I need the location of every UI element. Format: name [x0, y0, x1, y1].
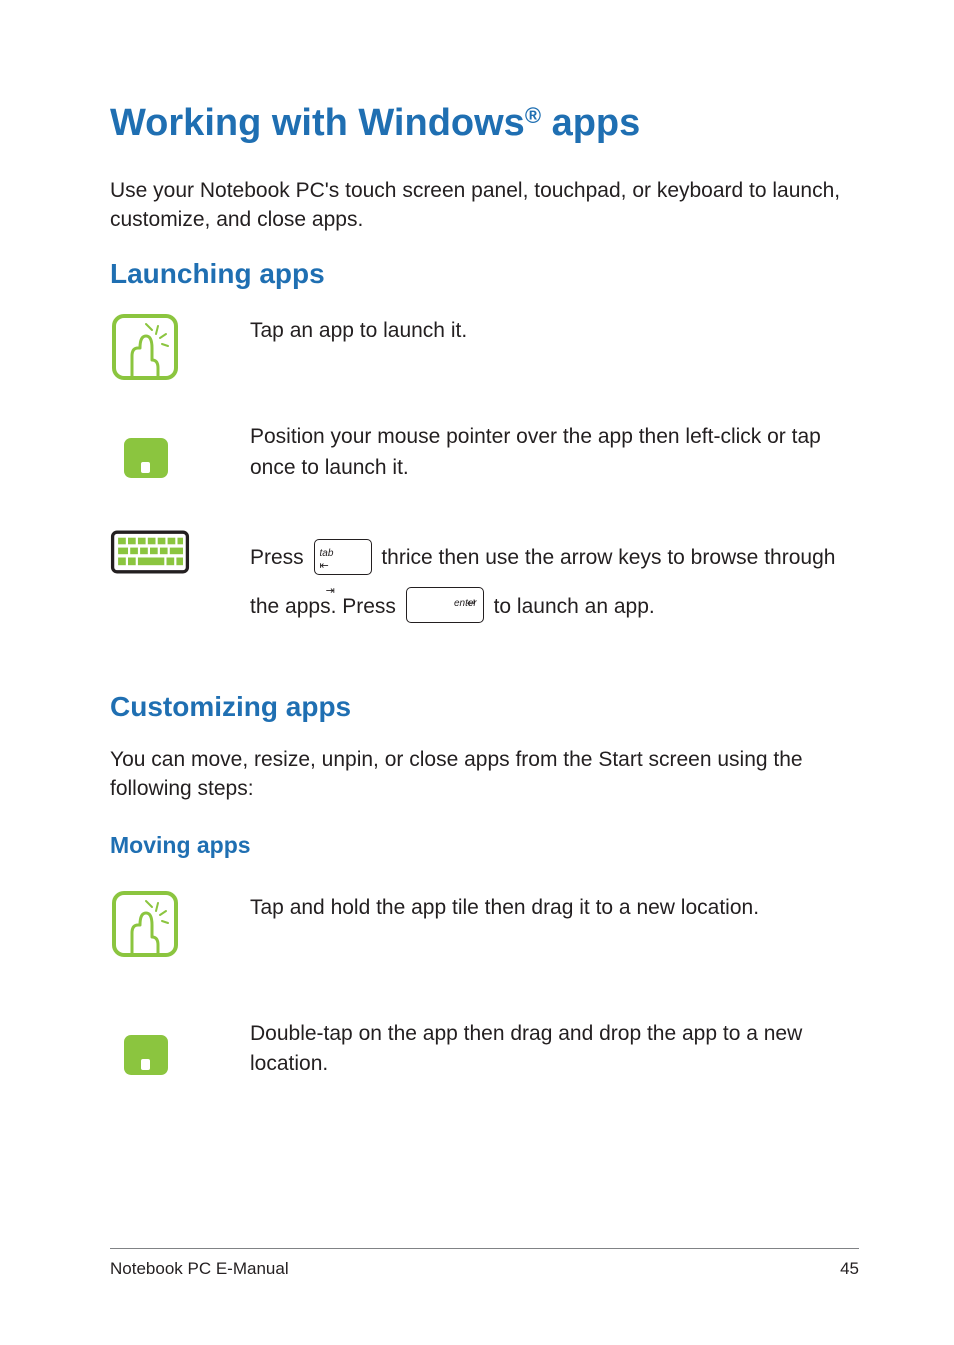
tab-key-icon: tab⇤ ⇥	[314, 539, 372, 575]
intro-paragraph: Use your Notebook PC's touch screen pane…	[110, 176, 859, 235]
footer-left: Notebook PC E-Manual	[110, 1259, 289, 1279]
kb-text-pre: Press	[250, 546, 310, 569]
touchpad-icon	[110, 424, 182, 496]
page-title: Working with Windows® apps	[110, 100, 859, 148]
launching-touchpad-text: Position your mouse pointer over the app…	[250, 418, 859, 483]
title-pre: Working with Windows	[110, 102, 525, 144]
launching-touchpad-row: Position your mouse pointer over the app…	[110, 418, 859, 496]
moving-touch-text: Tap and hold the app tile then drag it t…	[250, 889, 859, 923]
launching-keyboard-text: Press tab⇤ ⇥ thrice then use the arrow k…	[250, 530, 859, 631]
customizing-heading: Customizing apps	[110, 691, 859, 723]
kb-text-post: to launch an app.	[488, 595, 655, 618]
title-sup: ®	[525, 103, 541, 128]
moving-touch-row: Tap and hold the app tile then drag it t…	[110, 889, 859, 961]
touchpad-icon	[110, 1021, 182, 1093]
launching-keyboard-row: Press tab⇤ ⇥ thrice then use the arrow k…	[110, 530, 859, 631]
icon-cell	[110, 1015, 250, 1093]
keyboard-icon	[110, 530, 190, 574]
moving-touchpad-text: Double-tap on the app then drag and drop…	[250, 1015, 859, 1080]
icon-cell	[110, 889, 250, 961]
footer-page-number: 45	[840, 1259, 859, 1279]
moving-apps-heading: Moving apps	[110, 832, 859, 859]
title-post: apps	[541, 102, 640, 144]
touch-screen-icon	[110, 312, 182, 384]
page-content: Working with Windows® apps Use your Note…	[0, 0, 954, 1093]
icon-cell	[110, 530, 250, 574]
customizing-intro: You can move, resize, unpin, or close ap…	[110, 745, 859, 804]
launching-touch-row: Tap an app to launch it.	[110, 312, 859, 384]
moving-touchpad-row: Double-tap on the app then drag and drop…	[110, 1015, 859, 1093]
page-footer: Notebook PC E-Manual 45	[110, 1248, 859, 1279]
enter-key-icon: enter↵	[406, 587, 484, 623]
launching-touch-text: Tap an app to launch it.	[250, 312, 859, 346]
icon-cell	[110, 418, 250, 496]
icon-cell	[110, 312, 250, 384]
touch-screen-icon	[110, 889, 182, 961]
launching-heading: Launching apps	[110, 258, 859, 290]
